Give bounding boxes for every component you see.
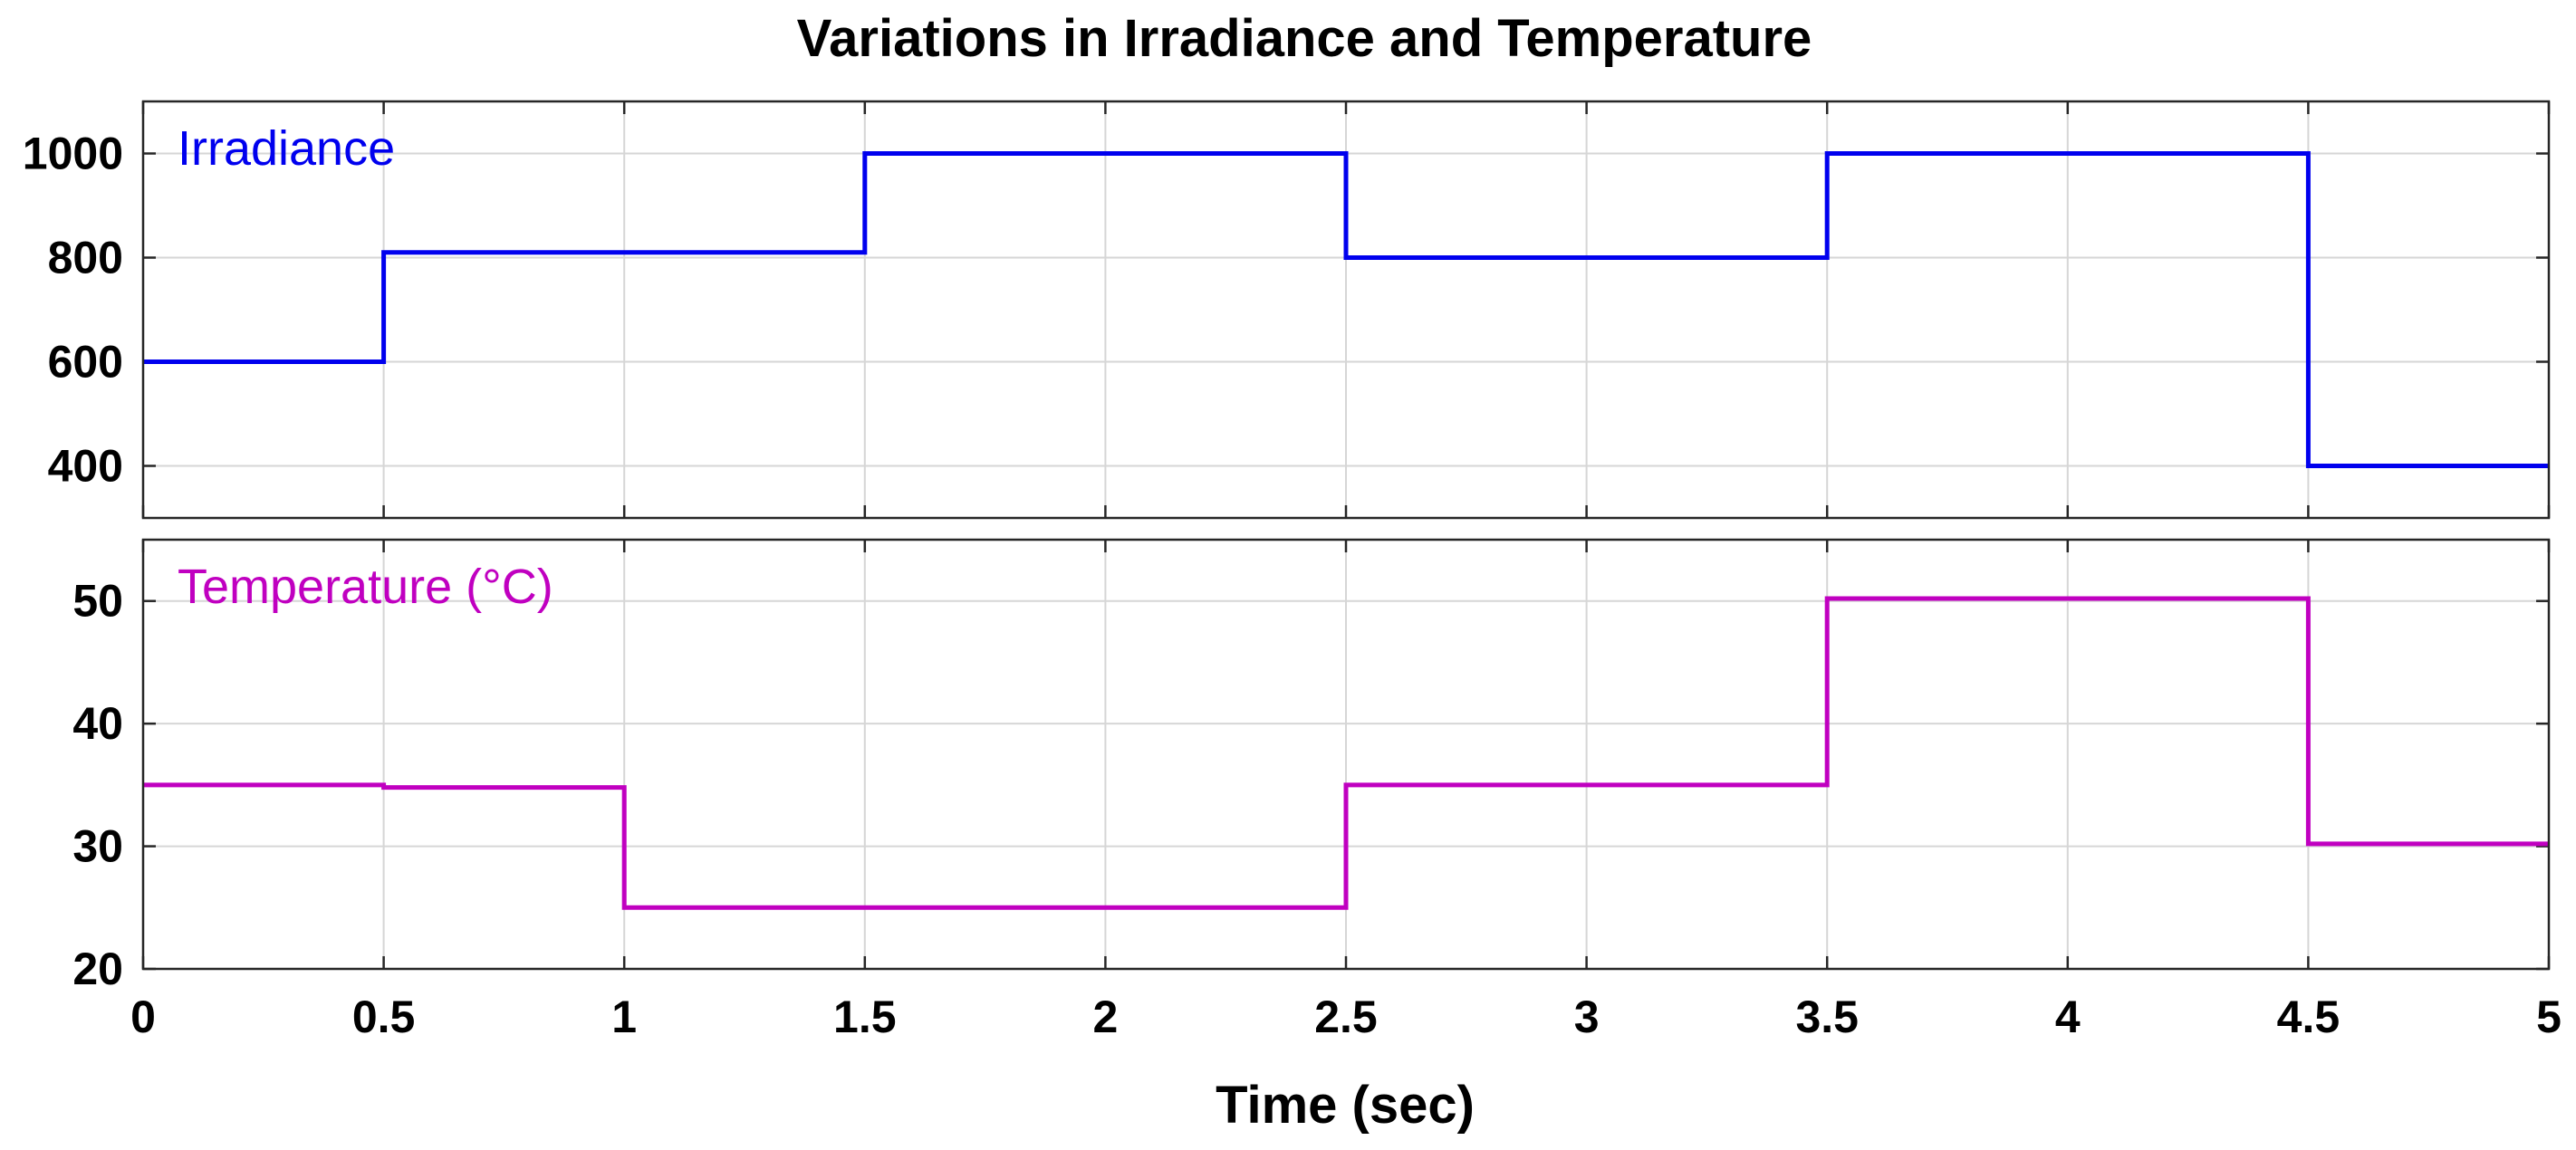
x-axis-label: Time (sec) <box>1216 1076 1475 1135</box>
irradiance-axes-frame <box>141 100 2551 520</box>
x-tick-label: 4.5 <box>2277 992 2341 1042</box>
x-tick-label: 0.5 <box>352 992 416 1042</box>
irradiance-series-line <box>143 151 2549 468</box>
irradiance-y-tick-label: 400 <box>48 441 123 492</box>
temperature-legend-label: Temperature (°C) <box>178 560 553 614</box>
x-tick-label: 4 <box>2055 992 2081 1042</box>
temperature-y-tick-label: 30 <box>72 821 123 872</box>
x-tick-label: 5 <box>2536 992 2562 1042</box>
temperature-axes-frame <box>141 538 2551 971</box>
x-tick-label: 1 <box>611 992 637 1042</box>
x-tick-label: 0 <box>130 992 156 1042</box>
temperature-y-tick-label: 40 <box>72 698 123 749</box>
x-tick-label: 1.5 <box>833 992 897 1042</box>
temperature-y-tick-label: 50 <box>72 576 123 627</box>
temperature-panel: 20 30 40 50 Temperature (°C) <box>72 538 2551 994</box>
x-tick-label: 2 <box>1092 992 1118 1042</box>
irradiance-legend-label: Irradiance <box>178 121 395 176</box>
irradiance-panel: 400 600 800 1000 Irradiance <box>23 100 2551 520</box>
irradiance-y-tick-label: 600 <box>48 337 123 388</box>
irradiance-y-tick-label: 800 <box>48 233 123 283</box>
temperature-y-tick-label: 20 <box>72 944 123 994</box>
x-tick-label: 2.5 <box>1314 992 1378 1042</box>
x-tick-label: 3 <box>1574 992 1600 1042</box>
x-tick-label: 3.5 <box>1795 992 1859 1042</box>
chart-title: Variations in Irradiance and Temperature <box>797 9 1812 68</box>
temperature-series-line <box>143 596 2549 910</box>
irradiance-y-tick-label: 1000 <box>23 129 123 179</box>
